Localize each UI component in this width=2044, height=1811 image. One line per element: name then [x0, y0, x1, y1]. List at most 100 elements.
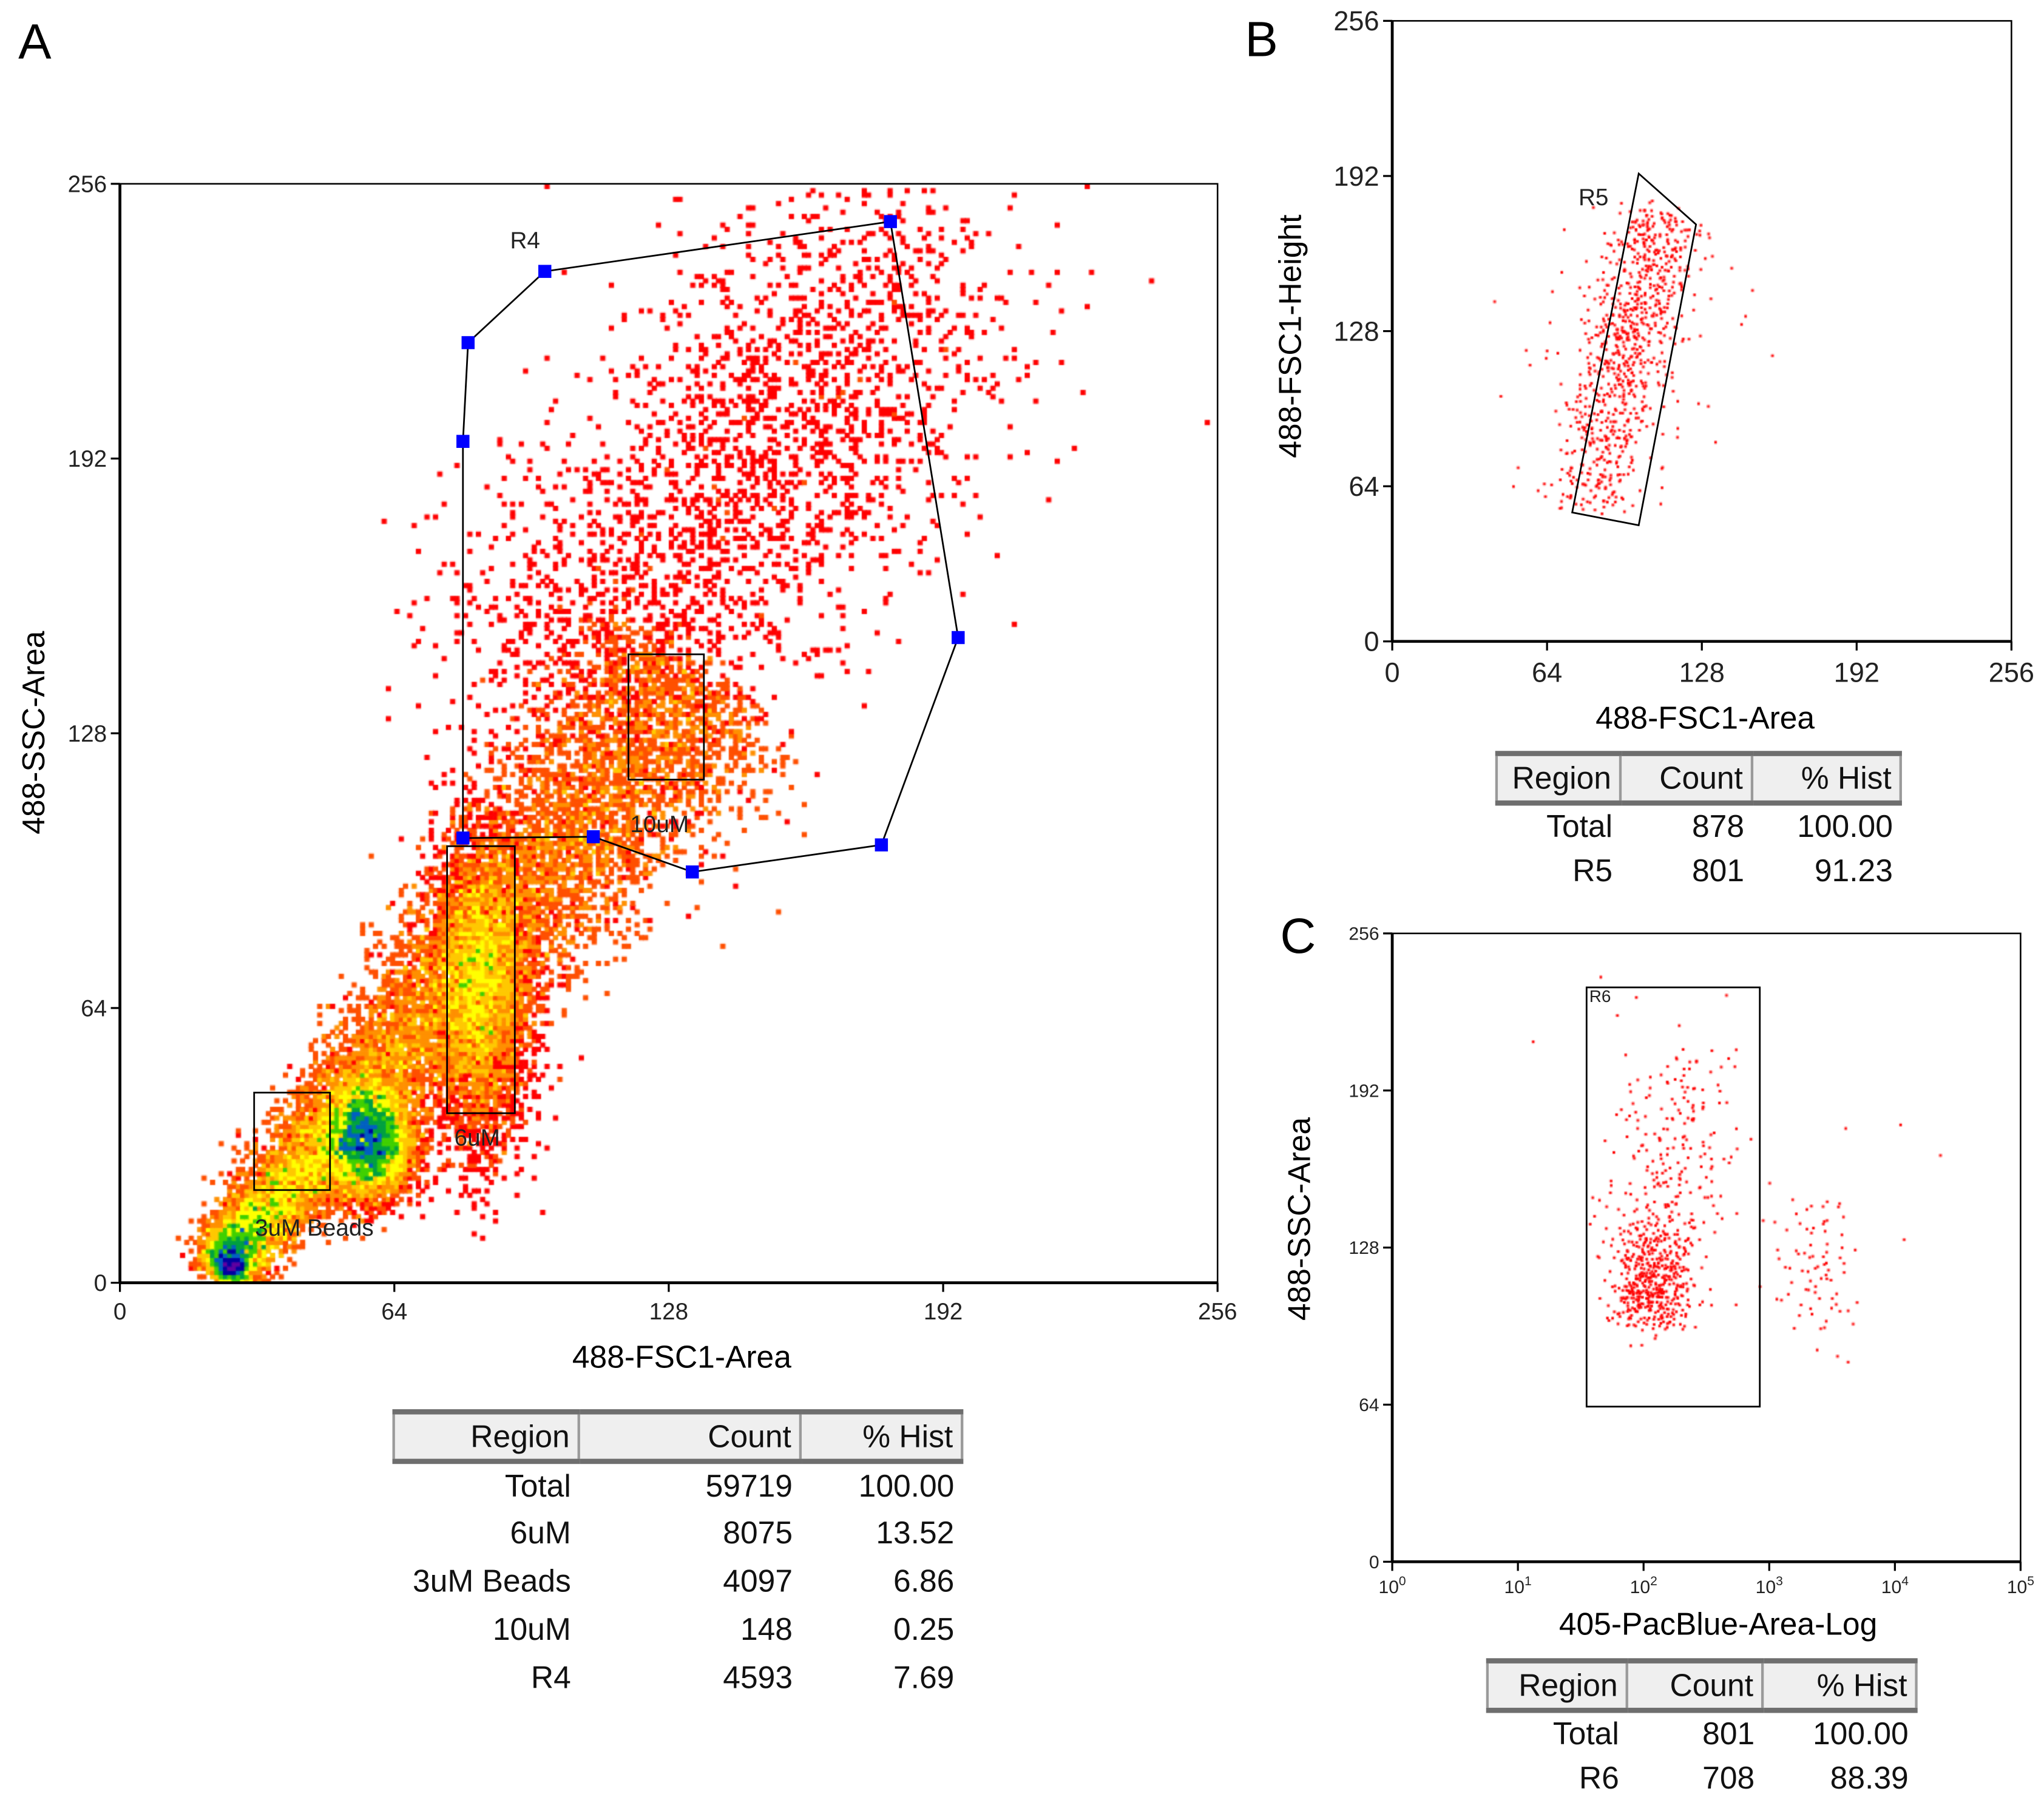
panel-c-x-tick-label: 102 [1630, 1574, 1657, 1597]
column-header[interactable]: Count [1625, 1658, 1764, 1713]
tick-exponent: 5 [2027, 1574, 2034, 1588]
count-cell: 801 [1702, 1716, 1755, 1752]
region-cell: R4 [530, 1660, 571, 1696]
tick-exponent: 1 [1525, 1574, 1532, 1588]
gate-vertex-handle[interactable] [875, 838, 888, 851]
gate-vertex-handle[interactable] [586, 830, 600, 844]
panel-c-y-tick-label: 256 [1349, 924, 1379, 944]
panel-c-y-tick-label: 192 [1349, 1081, 1379, 1101]
gate-vertex-handle[interactable] [461, 336, 475, 350]
gate-outline[interactable] [462, 220, 959, 873]
panel-b-gate-r5[interactable]: R5 [1571, 172, 1697, 527]
tick-base: 10 [1378, 1577, 1398, 1597]
count-cell: 59719 [705, 1468, 793, 1504]
percent-hist-cell: 7.69 [893, 1660, 955, 1696]
column-header[interactable]: Region [1495, 751, 1622, 806]
table-row: R5 801 91.23 [1497, 848, 1901, 894]
panel-a-gate-10um[interactable]: 10uM [628, 653, 705, 838]
region-cell: 10uM [492, 1612, 571, 1647]
tick-base: 10 [1756, 1577, 1776, 1597]
panel-b-x-tick-label: 0 [1385, 657, 1400, 688]
gate-label: 10uM [630, 811, 689, 838]
panel-a-gate-r4[interactable]: R4 [456, 215, 965, 879]
column-header[interactable]: % Hist [1750, 751, 1902, 806]
percent-hist-cell: 88.39 [1830, 1760, 1909, 1796]
panel-c-y-tick-label: 0 [1369, 1552, 1379, 1572]
gate-vertex-handle[interactable] [686, 865, 699, 879]
gate-label: 3uM Beads [255, 1215, 374, 1241]
count-cell: 148 [740, 1612, 793, 1647]
panel-b-y-axis-title: 488-FSC1-Height [1273, 214, 1309, 458]
table-header-row: Region Count% Hist [392, 1409, 964, 1464]
gate-vertex-handle[interactable] [884, 215, 897, 228]
percent-hist-cell: 13.52 [876, 1515, 955, 1551]
gate-vertex-handle[interactable] [456, 831, 470, 845]
column-header[interactable]: Count [577, 1409, 802, 1464]
gate-outline[interactable] [1585, 986, 1761, 1408]
panel-c-x-tick-label: 105 [2007, 1574, 2034, 1597]
panel-c-gate-r6[interactable]: R6 [1585, 986, 1761, 1408]
count-cell: 8075 [723, 1515, 793, 1551]
panel-b-y-tick-label: 128 [1333, 316, 1379, 347]
gate-outline[interactable] [253, 1091, 331, 1191]
table-row: 10uM 148 0.25 [394, 1606, 963, 1654]
column-header[interactable]: Region [1486, 1658, 1628, 1713]
panel-a-y-tick-label: 64 [81, 995, 107, 1021]
count-cell: 878 [1692, 808, 1745, 844]
column-header[interactable]: % Hist [1761, 1658, 1918, 1713]
gate-outline[interactable] [446, 845, 516, 1114]
panel-b-x-tick-label: 64 [1532, 657, 1562, 688]
percent-hist-cell: 91.23 [1814, 853, 1893, 889]
tick-base: 10 [1881, 1577, 1901, 1597]
panel-b-y-tick-label: 0 [1364, 626, 1379, 657]
tick-exponent: 2 [1650, 1574, 1657, 1588]
tick-base: 10 [1630, 1577, 1650, 1597]
tick-exponent: 3 [1776, 1574, 1783, 1588]
table-row: 3uM Beads 4097 6.86 [394, 1558, 963, 1606]
gate-vertex-handle[interactable] [538, 265, 552, 278]
tick-exponent: 4 [1901, 1574, 1909, 1588]
count-cell: 4097 [723, 1563, 793, 1599]
panel-b-axes: 0 64 128 192 256 0 64 128 192 256 [1333, 5, 2034, 688]
gate-vertex-handle[interactable] [952, 631, 965, 645]
table-row: R6 708 88.39 [1487, 1756, 1917, 1801]
table-row: Total 801 100.00 [1487, 1710, 1917, 1756]
count-cell: 4593 [723, 1660, 793, 1696]
column-header[interactable]: % Hist [799, 1409, 964, 1464]
panel-a-y-tick-label: 192 [68, 446, 107, 472]
table-row: Total 59719 100.00 [394, 1461, 963, 1509]
panel-a-y-tick-label: 256 [68, 171, 107, 197]
gate-outline[interactable] [1571, 172, 1697, 527]
panel-a-axes: 0 64 128 192 256 0 64 128 192 256 [68, 171, 1237, 1324]
panel-b-region-stats-table: Region Count% Hist Total 878 100.00 R5 801 91.2… [1495, 751, 1902, 894]
panel-a-y-tick-label: 128 [68, 721, 107, 747]
panel-c-plot-frame [1391, 932, 2022, 1563]
region-cell: Total [1546, 808, 1613, 844]
percent-hist-cell: 0.25 [893, 1612, 955, 1647]
panel-a-x-tick-label: 256 [1198, 1299, 1237, 1325]
panel-a-y-tick-label: 0 [94, 1270, 107, 1296]
panel-a-x-tick-label: 192 [924, 1299, 963, 1325]
panel-b-dot-plot [1392, 21, 2012, 641]
tick-exponent: 0 [1399, 1574, 1406, 1588]
tick-base: 10 [2007, 1577, 2027, 1597]
gate-label: 6uM [455, 1125, 500, 1151]
panel-b-x-tick-label: 128 [1679, 657, 1725, 688]
panel-b-y-tick-label: 64 [1349, 471, 1379, 502]
column-header[interactable]: Count [1619, 751, 1754, 806]
column-header[interactable]: Region [392, 1409, 580, 1464]
panel-b-plot-frame [1391, 20, 2012, 643]
gate-vertex-handle[interactable] [456, 435, 470, 449]
region-cell: R5 [1572, 853, 1613, 889]
gate-label: R4 [510, 228, 540, 254]
panel-a-gate-6um[interactable]: 6uM [446, 845, 516, 1151]
panel-a-gate-3um-beads[interactable]: 3uM Beads [253, 1091, 374, 1241]
table-row: Total 878 100.00 [1497, 803, 1901, 848]
gate-outline[interactable] [628, 653, 705, 781]
panel-a-y-axis-title: 488-SSC-Area [16, 631, 52, 834]
percent-hist-cell: 6.86 [893, 1563, 955, 1599]
percent-hist-cell: 100.00 [1812, 1716, 1909, 1752]
